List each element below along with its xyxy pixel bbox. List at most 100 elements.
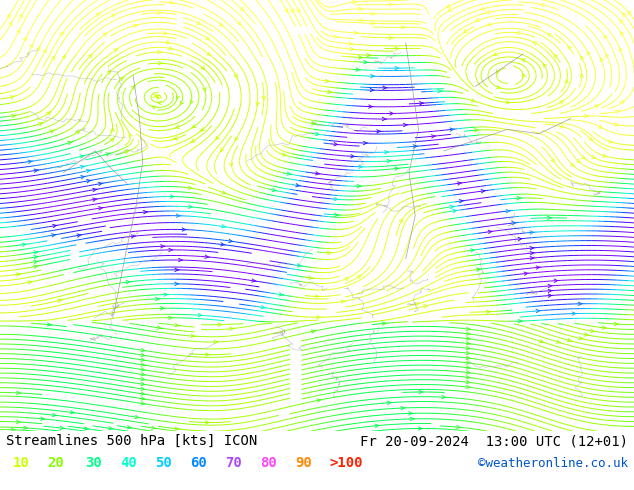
FancyArrowPatch shape [175,125,179,128]
FancyArrowPatch shape [565,79,568,83]
FancyArrowPatch shape [237,21,241,25]
FancyArrowPatch shape [466,327,470,330]
FancyArrowPatch shape [163,31,167,35]
FancyArrowPatch shape [375,424,380,427]
FancyArrowPatch shape [157,326,162,329]
Text: 40: 40 [120,456,137,470]
FancyArrowPatch shape [160,245,165,248]
FancyArrowPatch shape [328,251,332,255]
FancyArrowPatch shape [540,3,545,7]
FancyArrowPatch shape [221,148,224,151]
Text: 30: 30 [86,456,102,470]
FancyArrowPatch shape [107,71,111,74]
FancyArrowPatch shape [86,170,91,172]
FancyArrowPatch shape [39,122,43,126]
FancyArrowPatch shape [356,68,360,71]
FancyArrowPatch shape [98,207,103,210]
FancyArrowPatch shape [141,358,145,362]
FancyArrowPatch shape [609,140,613,143]
FancyArrowPatch shape [309,276,313,279]
FancyArrowPatch shape [81,166,85,169]
FancyArrowPatch shape [459,199,463,203]
FancyArrowPatch shape [390,112,394,115]
FancyArrowPatch shape [466,346,470,350]
FancyArrowPatch shape [28,160,32,163]
FancyArrowPatch shape [84,427,89,430]
FancyArrowPatch shape [295,184,300,187]
FancyArrowPatch shape [623,13,626,17]
FancyArrowPatch shape [506,101,510,104]
FancyArrowPatch shape [23,37,27,41]
FancyArrowPatch shape [34,256,38,259]
FancyArrowPatch shape [171,195,174,198]
FancyArrowPatch shape [316,172,320,175]
FancyArrowPatch shape [349,42,353,45]
FancyArrowPatch shape [395,167,399,171]
FancyArrowPatch shape [351,155,355,158]
FancyArrowPatch shape [218,323,222,326]
FancyArrowPatch shape [68,142,72,145]
FancyArrowPatch shape [198,314,202,317]
FancyArrowPatch shape [533,42,537,45]
FancyArrowPatch shape [466,342,470,345]
FancyArrowPatch shape [219,23,223,26]
FancyArrowPatch shape [585,333,589,336]
FancyArrowPatch shape [395,67,399,70]
FancyArrowPatch shape [548,34,552,37]
FancyArrowPatch shape [463,29,467,33]
FancyArrowPatch shape [112,14,115,17]
FancyArrowPatch shape [466,380,470,384]
FancyArrowPatch shape [581,56,584,60]
FancyArrowPatch shape [576,159,580,163]
FancyArrowPatch shape [401,406,405,410]
FancyArrowPatch shape [530,231,534,234]
FancyArrowPatch shape [89,54,92,58]
FancyArrowPatch shape [589,137,593,141]
FancyArrowPatch shape [30,44,32,48]
FancyArrowPatch shape [325,79,330,83]
FancyArrowPatch shape [371,22,375,25]
FancyArrowPatch shape [616,110,621,114]
FancyArrowPatch shape [141,402,145,405]
FancyArrowPatch shape [34,169,39,172]
FancyArrowPatch shape [413,145,418,148]
FancyArrowPatch shape [619,48,623,52]
FancyArrowPatch shape [522,74,526,77]
FancyArrowPatch shape [621,101,624,104]
FancyArrowPatch shape [103,33,107,36]
FancyArrowPatch shape [23,426,28,429]
FancyArrowPatch shape [358,56,363,59]
FancyArrowPatch shape [179,258,183,262]
FancyArrowPatch shape [214,341,218,343]
FancyArrowPatch shape [127,426,132,429]
FancyArrowPatch shape [496,85,501,89]
FancyArrowPatch shape [448,8,452,11]
FancyArrowPatch shape [129,134,133,138]
FancyArrowPatch shape [51,56,55,60]
FancyArrowPatch shape [517,196,521,200]
FancyArrowPatch shape [359,165,363,169]
FancyArrowPatch shape [160,307,165,310]
FancyArrowPatch shape [41,417,45,420]
FancyArrowPatch shape [188,186,193,189]
FancyArrowPatch shape [205,353,210,356]
FancyArrowPatch shape [424,305,428,308]
FancyArrowPatch shape [334,143,339,146]
FancyArrowPatch shape [252,279,256,282]
FancyArrowPatch shape [155,297,160,300]
FancyArrowPatch shape [77,234,81,237]
FancyArrowPatch shape [141,397,145,400]
FancyArrowPatch shape [418,427,423,430]
FancyArrowPatch shape [359,19,364,22]
FancyArrowPatch shape [486,310,491,314]
FancyArrowPatch shape [108,427,113,430]
FancyArrowPatch shape [560,101,563,104]
FancyArrowPatch shape [311,122,316,125]
FancyArrowPatch shape [450,205,455,209]
FancyArrowPatch shape [203,88,206,91]
FancyArrowPatch shape [175,323,179,327]
FancyArrowPatch shape [359,7,363,11]
FancyArrowPatch shape [560,125,566,128]
FancyArrowPatch shape [9,22,12,26]
Text: 60: 60 [190,456,207,470]
